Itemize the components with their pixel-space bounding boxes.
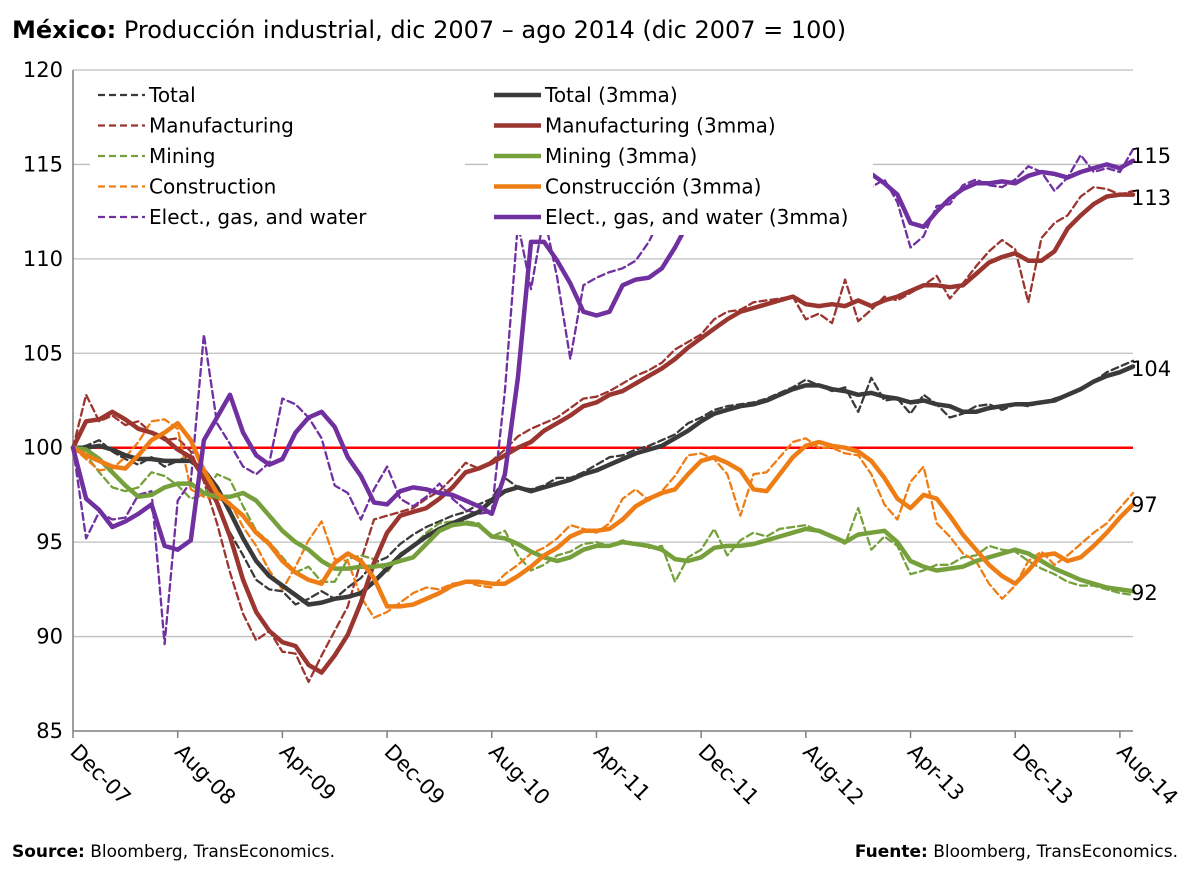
y-tick-label: 105: [23, 341, 63, 365]
end-value-label: 104: [1131, 357, 1171, 381]
legend-entry: Elect., gas, and water: [149, 205, 367, 229]
source-label: Source:: [12, 842, 85, 862]
x-tick-label: Aug-12: [798, 740, 868, 810]
title-text: Producción industrial, dic 2007 – ago 20…: [123, 16, 847, 44]
legend-entry: Elect., gas, and water (3mma): [545, 205, 848, 229]
x-tick-label: Dec-09: [380, 740, 450, 810]
series-line-total: [71, 359, 1135, 606]
chart-title: México: Producción industrial, dic 2007 …: [12, 16, 846, 44]
legend-entry: Manufacturing: [149, 114, 294, 138]
end-value-label: 115: [1131, 144, 1171, 168]
legend-entry: Construction: [149, 175, 276, 199]
x-tick-label: Aug-08: [170, 740, 240, 810]
legend-entry: Manufacturing (3mma): [545, 114, 776, 138]
y-tick-label: 100: [23, 436, 63, 460]
end-value-label: 113: [1131, 186, 1171, 210]
x-tick-label: Dec-13: [1008, 740, 1078, 810]
source-text: Bloomberg, TransEconomics.: [90, 842, 335, 862]
title-country: México:: [12, 16, 117, 44]
legend-entry: Mining (3mma): [545, 144, 697, 168]
fuente-note: Fuente: Bloomberg, TransEconomics.: [855, 842, 1178, 862]
legend-entry: Total (3mma): [544, 83, 678, 107]
series-line-mining-3mma: [70, 445, 1136, 594]
legend: Total Manufacturing Mining Construction Elec…: [90, 80, 873, 235]
x-tick-label: Aug-14: [1112, 740, 1182, 810]
source-note: Source: Bloomberg, TransEconomics.: [12, 842, 335, 862]
end-value-label: 92: [1131, 581, 1158, 605]
legend-entry: Total: [148, 83, 196, 107]
plot-area: [70, 104, 1136, 684]
fuente-label: Fuente:: [854, 842, 928, 862]
end-value-label: 97: [1131, 493, 1158, 517]
legend-entry: Mining: [149, 144, 215, 168]
series-line-manufacturing-3mma: [70, 192, 1136, 675]
x-tick-label: Apr-13: [903, 740, 969, 806]
y-tick-label: 90: [36, 625, 63, 649]
legend-entry: Construcción (3mma): [545, 175, 761, 199]
x-tick-label: Apr-09: [275, 740, 341, 806]
series-line-total-3mma: [70, 364, 1136, 607]
x-tick-label: Dec-11: [694, 740, 764, 810]
y-tick-label: 110: [23, 247, 63, 271]
fuente-text: Bloomberg, TransEconomics.: [933, 842, 1178, 862]
y-tick-label: 85: [36, 719, 63, 743]
x-tick-label: Apr-11: [589, 740, 655, 806]
y-tick-label: 95: [36, 530, 63, 554]
legend-bg-right: [488, 80, 873, 235]
series-line-construcci-n-3mma: [70, 420, 1136, 609]
series-line-manufacturing: [71, 185, 1135, 684]
series-line-elect-gas-and-water-3mma: [70, 111, 1136, 552]
y-tick-label: 120: [23, 58, 63, 82]
x-tick-label: Dec-07: [65, 740, 135, 810]
legend-bg-left: [90, 80, 465, 235]
y-tick-label: 115: [23, 152, 63, 176]
axes: [72, 70, 1133, 738]
x-tick-label: Aug-10: [484, 740, 554, 810]
